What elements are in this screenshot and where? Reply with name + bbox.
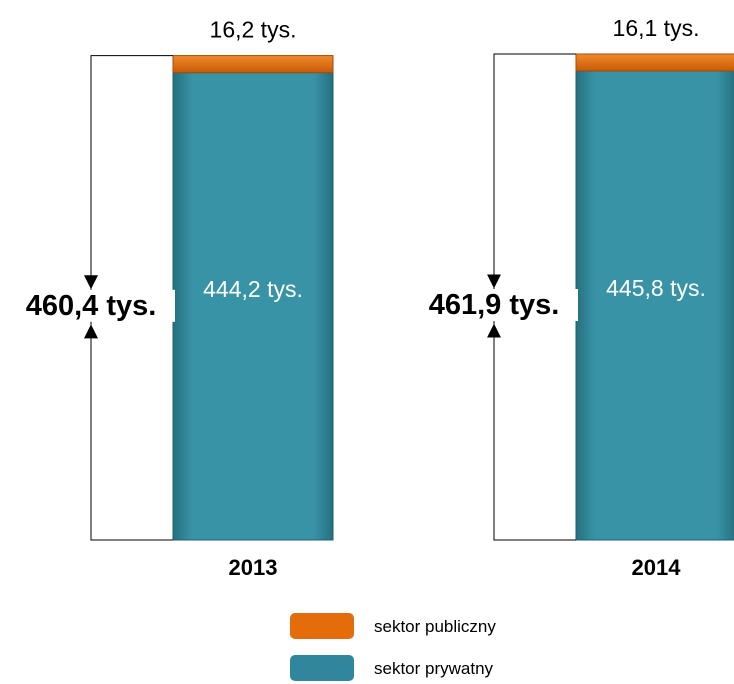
bar-segment-public-2014: [575, 53, 734, 72]
bar-group-2013: 460,4 tys. 16,2 tys. 444,2 tys. 2013: [7, 17, 334, 580]
legend-swatch-public: [290, 613, 354, 639]
bar-segment-private-2013: [172, 72, 334, 541]
private-value-label-2014: 445,8 tys.: [606, 275, 706, 301]
year-label-2013: 2013: [229, 555, 278, 580]
legend-label-public: sektor publiczny: [374, 617, 496, 636]
year-label-2014: 2014: [632, 555, 682, 580]
public-value-label-2014: 16,1 tys.: [613, 15, 700, 41]
public-value-label-2013: 16,2 tys.: [210, 17, 297, 43]
bar-segment-public-2013: [172, 55, 334, 74]
legend-label-private: sektor prywatny: [374, 659, 494, 678]
total-label-2013: 460,4 tys.: [26, 290, 157, 322]
chart-legend: sektor publiczny sektor prywatny: [290, 613, 496, 681]
legend-swatch-private: [290, 655, 354, 681]
total-label-2014: 461,9 tys.: [429, 289, 560, 321]
private-value-label-2013: 444,2 tys.: [203, 276, 303, 302]
bar-segment-private-2014: [575, 70, 734, 541]
bar-group-2014: 461,9 tys. 16,1 tys. 445,8 tys. 2014: [410, 15, 734, 580]
